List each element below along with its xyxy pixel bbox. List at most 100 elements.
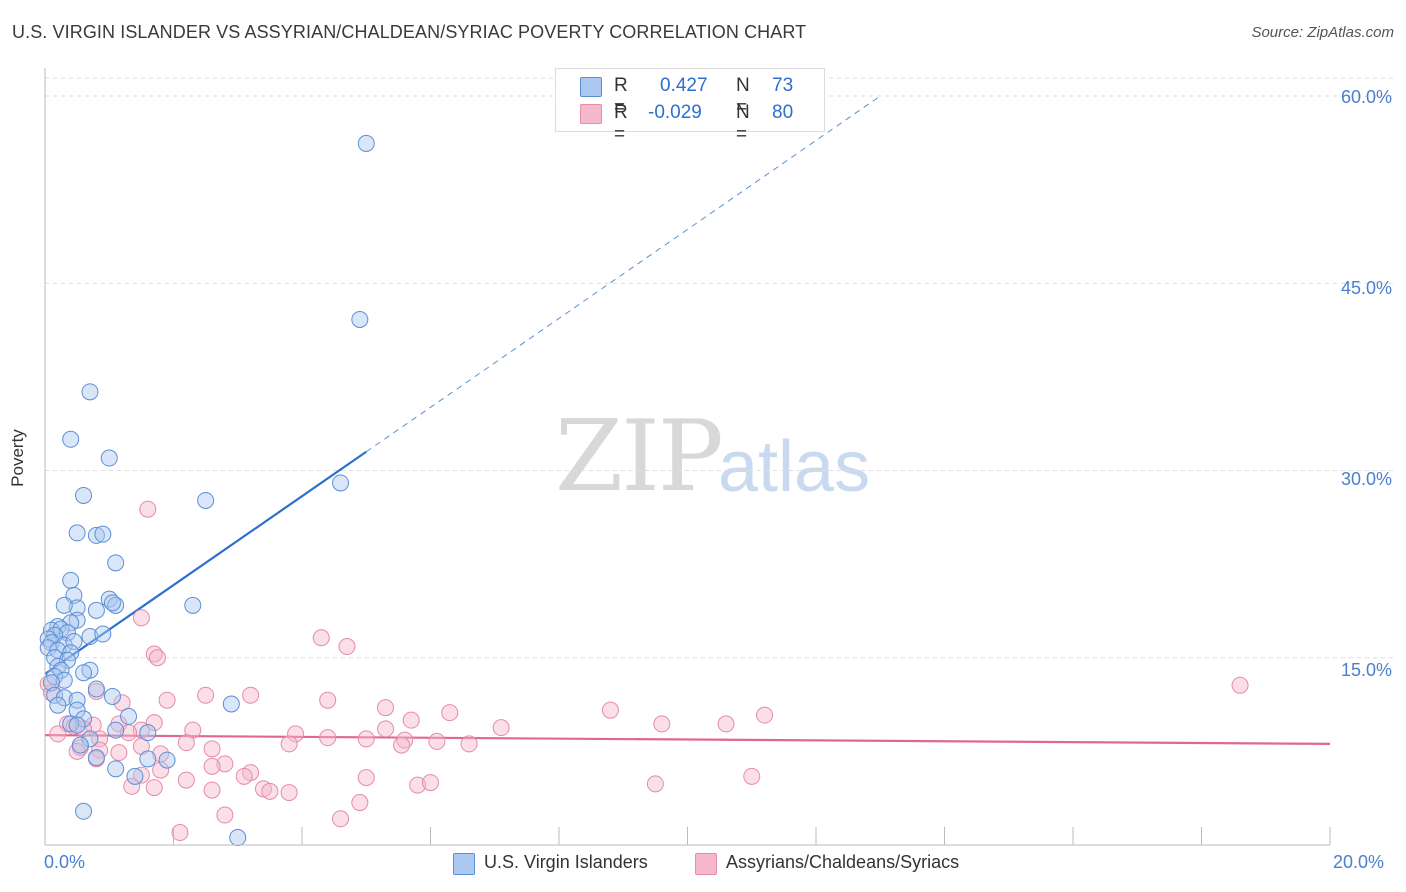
chart-title: U.S. VIRGIN ISLANDER VS ASSYRIAN/CHALDEA… — [12, 22, 807, 42]
point-assyrians — [158, 691, 176, 709]
bottom-legend-series1: U.S. Virgin Islanders — [484, 852, 648, 872]
r-label: R = — [614, 75, 628, 118]
point-assyrians — [216, 806, 234, 824]
point-virgin-islanders — [158, 751, 176, 769]
point-assyrians — [177, 771, 195, 789]
point-assyrians — [601, 701, 619, 719]
point-assyrians — [113, 694, 131, 712]
point-assyrians — [319, 691, 337, 709]
point-virgin-islanders — [75, 710, 93, 728]
point-virgin-islanders — [103, 687, 121, 705]
point-assyrians — [377, 720, 395, 738]
point-assyrians — [132, 766, 150, 784]
point-assyrians — [460, 735, 478, 753]
point-virgin-islanders — [222, 695, 240, 713]
point-assyrians — [203, 757, 221, 775]
n-label: N = — [736, 75, 750, 118]
point-assyrians — [280, 735, 298, 753]
n-label: N = — [736, 102, 750, 145]
point-assyrians — [49, 725, 67, 743]
point-virgin-islanders — [184, 596, 202, 614]
point-assyrians — [312, 629, 330, 647]
point-virgin-islanders — [100, 449, 118, 467]
point-assyrians — [332, 810, 350, 828]
point-assyrians — [203, 740, 221, 758]
point-assyrians — [235, 767, 253, 785]
point-virgin-islanders — [55, 596, 73, 614]
point-virgin-islanders — [68, 599, 86, 617]
point-assyrians — [145, 779, 163, 797]
point-virgin-islanders — [58, 624, 76, 642]
point-assyrians — [743, 767, 761, 785]
point-virgin-islanders — [68, 524, 86, 542]
point-assyrians — [152, 761, 170, 779]
x-tick-label: 20.0% — [1333, 852, 1385, 872]
point-assyrians — [717, 715, 735, 733]
point-virgin-islanders — [52, 661, 70, 679]
point-virgin-islanders — [75, 664, 93, 682]
y-tick-label: 60.0% — [1340, 87, 1392, 107]
trend-line-virgin-islanders — [44, 450, 367, 675]
point-assyrians — [319, 729, 337, 747]
watermark-atlas: atlas — [718, 427, 871, 507]
point-virgin-islanders — [351, 310, 369, 328]
n-value: 73 — [772, 75, 794, 96]
point-virgin-islanders — [139, 750, 157, 768]
point-assyrians — [646, 775, 664, 793]
point-assyrians — [338, 638, 356, 656]
point-virgin-islanders — [87, 749, 105, 767]
point-assyrians — [756, 706, 774, 724]
point-assyrians — [145, 714, 163, 732]
y-tick-label: 45.0% — [1340, 278, 1392, 298]
point-virgin-islanders — [107, 596, 125, 614]
point-virgin-islanders — [62, 715, 80, 733]
watermark-zip: ZIP — [555, 400, 724, 514]
point-virgin-islanders — [62, 430, 80, 448]
r-value: -0.029 — [648, 102, 702, 123]
point-virgin-islanders — [58, 651, 76, 669]
point-virgin-islanders — [87, 526, 105, 544]
point-assyrians — [287, 725, 305, 743]
point-virgin-islanders — [107, 760, 125, 778]
point-virgin-islanders — [81, 730, 99, 748]
point-virgin-islanders — [68, 716, 86, 734]
point-virgin-islanders — [75, 486, 93, 504]
y-axis-label: Poverty — [8, 429, 27, 487]
pink-swatch — [580, 104, 602, 124]
point-virgin-islanders — [87, 601, 105, 619]
point-assyrians — [177, 734, 195, 752]
point-virgin-islanders — [46, 686, 64, 704]
point-virgin-islanders — [139, 724, 157, 742]
r-label: R = — [614, 102, 628, 145]
point-virgin-islanders — [120, 707, 138, 725]
point-assyrians — [139, 500, 157, 518]
point-virgin-islanders — [42, 674, 60, 692]
point-virgin-islanders — [55, 671, 73, 689]
y-tick-label: 15.0% — [1340, 660, 1392, 680]
bottom-legend-blue-swatch — [453, 853, 475, 875]
point-virgin-islanders — [81, 628, 99, 646]
point-assyrians — [242, 686, 260, 704]
point-assyrians — [396, 731, 414, 749]
point-virgin-islanders — [62, 571, 80, 589]
point-assyrians — [171, 824, 189, 842]
point-virgin-islanders — [75, 802, 93, 820]
correlation-legend: R = 0.427 N = 73 R = -0.029 N = 80 — [555, 68, 825, 145]
point-assyrians — [428, 732, 446, 750]
point-assyrians — [203, 781, 221, 799]
point-virgin-islanders — [107, 721, 125, 739]
point-assyrians — [216, 755, 234, 773]
source-label: Source: ZipAtlas.com — [1251, 24, 1394, 41]
point-virgin-islanders — [229, 829, 247, 847]
point-virgin-islanders — [65, 633, 83, 651]
point-assyrians — [402, 711, 420, 729]
point-virgin-islanders — [94, 525, 112, 543]
y-tick-label: 30.0% — [1340, 469, 1392, 489]
point-virgin-islanders — [126, 767, 144, 785]
bottom-legend-pink-swatch — [695, 853, 717, 875]
point-virgin-islanders — [103, 594, 121, 612]
point-assyrians — [280, 784, 298, 802]
point-assyrians — [1231, 676, 1249, 694]
point-virgin-islanders — [71, 736, 89, 754]
